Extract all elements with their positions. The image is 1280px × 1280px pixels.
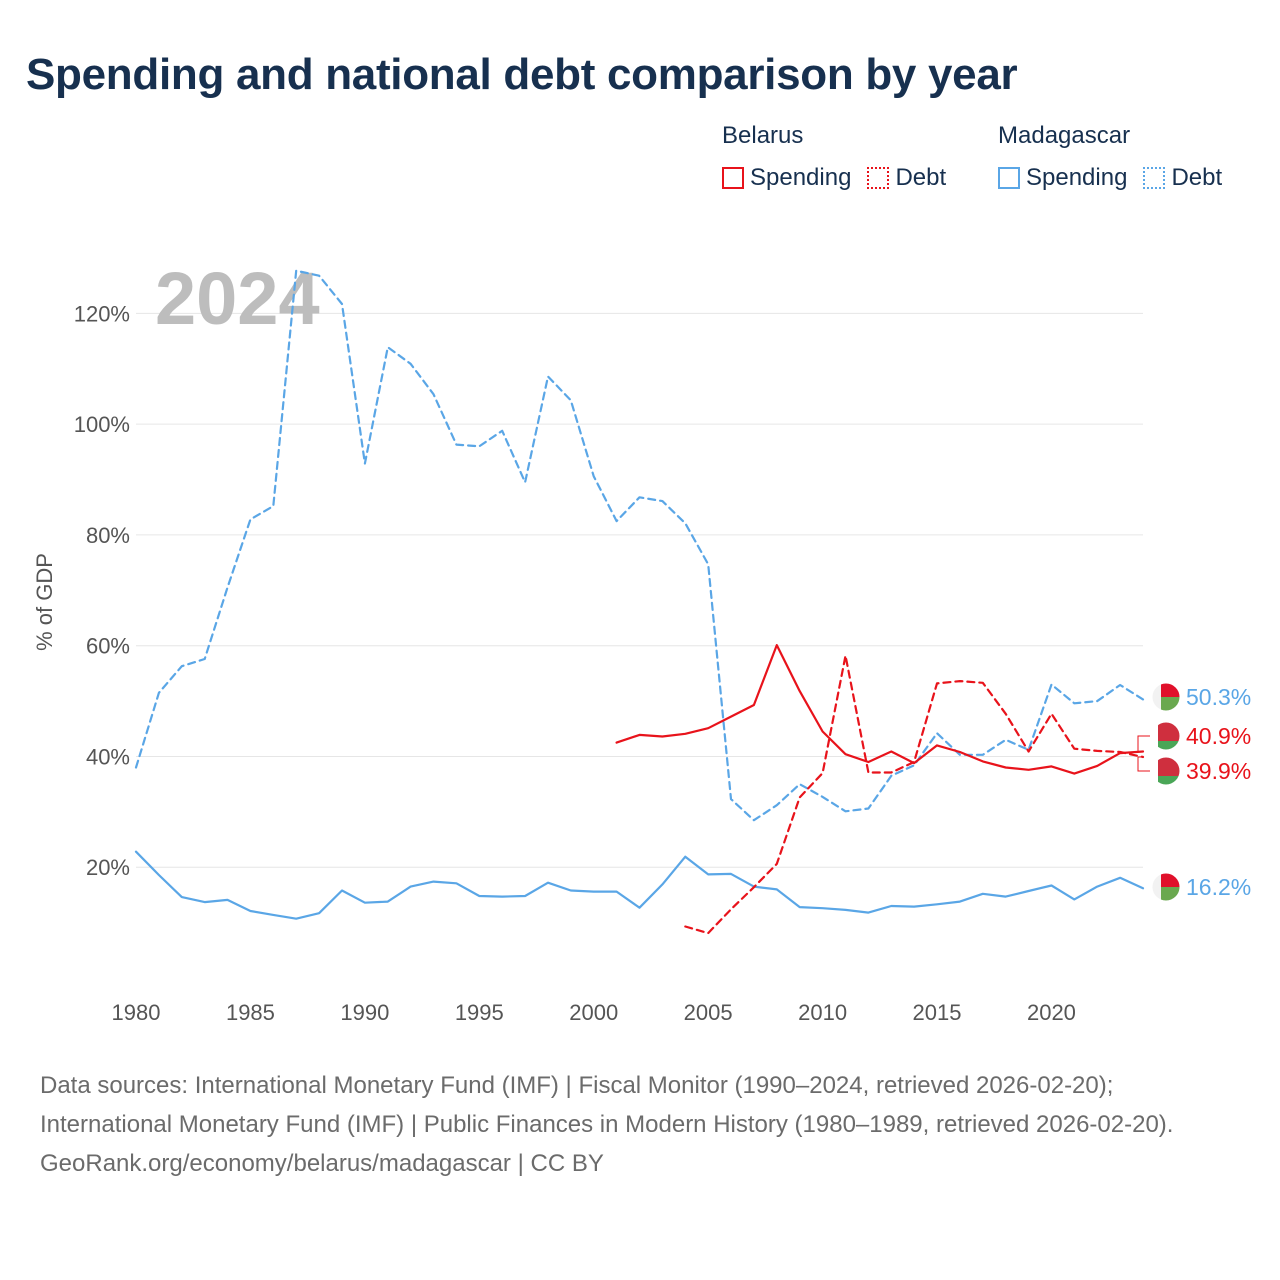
legend-group-belarus: Belarus Spending Debt: [722, 122, 946, 192]
legend-label: Spending: [1026, 164, 1128, 191]
series-line-madagascar-debt[interactable]: [134, 269, 1145, 822]
dotted-line-swatch-icon: [867, 167, 890, 189]
dotted-line-swatch-icon: [1143, 167, 1166, 189]
end-value-label: 39.9%: [1186, 758, 1251, 784]
flag-belarus-icon: [1151, 756, 1181, 786]
x-tick-label: 1985: [226, 1000, 275, 1025]
legend-item-belarus-debt[interactable]: Debt: [867, 164, 946, 192]
legend-label: Debt: [1171, 164, 1223, 191]
line-chart: 20% 40% 60% 80% 100% 120% 1980 1985 1990 1995 2000…: [32, 257, 1251, 1025]
end-connector: [1137, 735, 1150, 752]
credit-link[interactable]: GeoRank.org/economy/belarus/madagascar |…: [40, 1150, 604, 1177]
y-tick-label: 120%: [74, 301, 130, 326]
flag-madagascar-icon: [1151, 682, 1181, 712]
end-value-label: 16.2%: [1186, 874, 1251, 900]
y-tick-label: 20%: [86, 855, 130, 880]
y-tick-label: 60%: [86, 634, 130, 659]
y-axis-label: % of GDP: [32, 553, 57, 651]
x-tick-label: 2020: [1027, 1000, 1076, 1025]
legend-country-madagascar: Madagascar: [998, 122, 1131, 149]
x-tick-label: 1995: [455, 1000, 504, 1025]
y-tick-label: 100%: [74, 412, 130, 437]
end-value-label: 50.3%: [1186, 684, 1251, 710]
series-line-madagascar-spending[interactable]: [134, 850, 1145, 920]
flag-madagascar-icon: [1151, 872, 1181, 902]
legend-item-belarus-spending[interactable]: Spending: [722, 164, 851, 192]
legend-group-madagascar: Madagascar Spending Debt: [998, 122, 1222, 192]
series-line-belarus-spending[interactable]: [615, 643, 1145, 775]
x-tick-label: 2005: [684, 1000, 733, 1025]
series-line-belarus-debt[interactable]: [684, 654, 1145, 935]
legend-label: Debt: [895, 164, 947, 191]
x-tick-label: 1980: [112, 1000, 161, 1025]
x-tick-label: 2000: [569, 1000, 618, 1025]
legend-item-madagascar-debt[interactable]: Debt: [1143, 164, 1222, 192]
chart-title: Spending and national debt comparison by…: [26, 50, 1018, 99]
legend-item-madagascar-spending[interactable]: Spending: [998, 164, 1127, 192]
solid-line-swatch-icon: [722, 167, 744, 189]
end-connector: [1137, 756, 1150, 772]
x-tick-label: 2015: [913, 1000, 962, 1025]
solid-line-swatch-icon: [998, 167, 1020, 189]
flag-belarus-icon: [1151, 721, 1181, 751]
y-tick-label: 80%: [86, 523, 130, 548]
year-watermark: 2024: [155, 257, 320, 340]
y-tick-label: 40%: [86, 744, 130, 769]
end-value-label: 40.9%: [1186, 723, 1251, 749]
data-sources: Data sources: International Monetary Fun…: [40, 1072, 1174, 1138]
legend-label: Spending: [750, 164, 852, 191]
x-tick-label: 2010: [798, 1000, 847, 1025]
x-tick-label: 1990: [340, 1000, 389, 1025]
footer: Data sources: International Monetary Fun…: [40, 1066, 1240, 1183]
legend-country-belarus: Belarus: [722, 122, 804, 149]
